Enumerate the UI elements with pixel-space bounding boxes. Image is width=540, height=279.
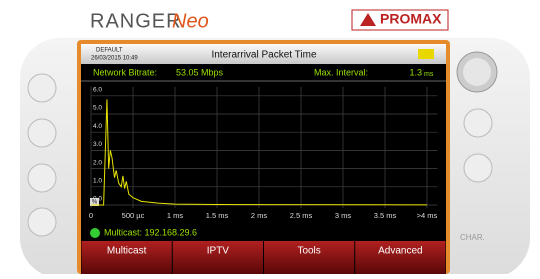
softkey-label: IPTV	[207, 246, 230, 257]
button[interactable]	[27, 207, 57, 237]
profile: DEFAULT	[96, 48, 123, 54]
button[interactable]	[27, 73, 57, 103]
max-label: Max. Interval:	[314, 67, 368, 77]
softkey[interactable]	[81, 241, 172, 274]
bitrate: 53.05 Mbps	[176, 67, 224, 77]
button[interactable]	[27, 163, 57, 193]
x-tick-label: >4 ms	[417, 211, 438, 220]
ok-icon	[90, 228, 100, 238]
status-line: Multicast: 192.168.29.6	[104, 227, 197, 237]
x-tick-label: 3 ms	[335, 211, 352, 220]
y-tick-label: 3.0	[93, 141, 102, 148]
bitrate-label: Network Bitrate:	[93, 67, 157, 77]
x-tick-label: 2 ms	[251, 211, 268, 220]
screen-title: Interarrival Packet Time	[211, 50, 316, 61]
knob-cap	[463, 58, 491, 86]
y-label: %	[92, 200, 98, 206]
side-label: CHAR.	[460, 233, 485, 242]
maker-logo	[360, 13, 376, 26]
x-tick-label: 2.5 ms	[290, 211, 313, 220]
max-unit: ms	[424, 71, 434, 78]
y-unit-box	[90, 198, 99, 206]
button[interactable]	[27, 118, 57, 148]
brand-suffix: Neo	[172, 10, 209, 32]
button[interactable]	[463, 153, 493, 183]
softkey[interactable]	[172, 241, 263, 274]
x-tick-label: 0	[89, 211, 93, 220]
softkeys: Multicast IPTV Tools Advanced	[81, 241, 446, 274]
softkey-label: Advanced	[378, 246, 422, 257]
softkey[interactable]	[355, 241, 446, 274]
datetime: 26/03/2015 10:49	[91, 56, 138, 62]
x-tick-label: 1.5 ms	[206, 211, 229, 220]
maker: PROMAX	[380, 11, 442, 27]
maker-box	[351, 9, 449, 31]
y-tick-label: 2.0	[93, 159, 102, 166]
softkey[interactable]	[264, 241, 355, 274]
brand: RANGER	[90, 10, 182, 32]
y-tick-label: 6.0	[93, 87, 102, 94]
softkey-label: Multicast	[107, 246, 147, 257]
max-value: 1.3	[409, 67, 422, 77]
x-tick-label: 3.5 ms	[374, 211, 397, 220]
screen	[81, 44, 446, 274]
trace	[91, 99, 428, 206]
x-tick-label: 1 ms	[167, 211, 184, 220]
softkey-label: Tools	[297, 246, 320, 257]
button[interactable]	[463, 108, 493, 138]
y-tick-label: 5.0	[93, 105, 102, 112]
status-icon	[418, 49, 434, 59]
x-tick-label: 500 µc	[122, 211, 145, 220]
status-bar	[81, 44, 446, 64]
side-buttons	[27, 51, 498, 237]
y-tick-label: 1.0	[93, 178, 102, 185]
y-tick-label: 4.0	[93, 123, 102, 130]
